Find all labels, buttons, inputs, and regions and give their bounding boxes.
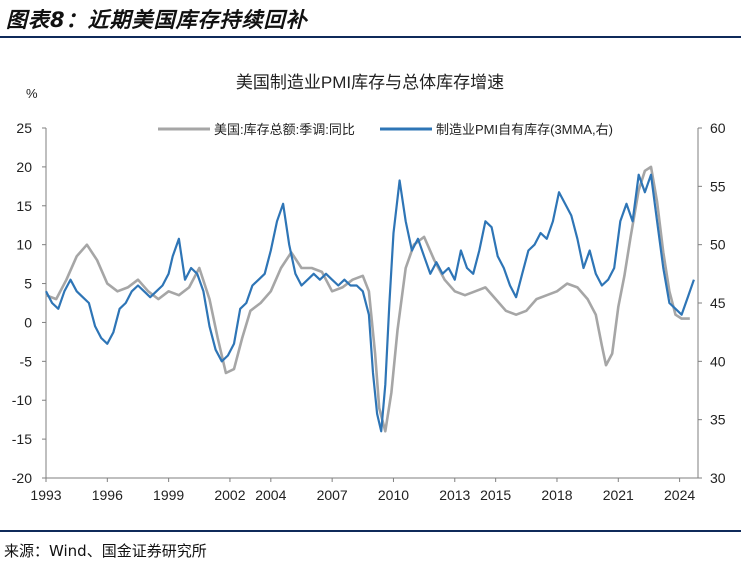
left-y-tick-label: -10	[12, 392, 32, 408]
top-rule	[0, 36, 741, 38]
legend-label-us-inventory: 美国:库存总额:季调:同比	[214, 122, 355, 137]
x-tick-label: 1993	[30, 487, 61, 503]
x-tick-label: 2002	[214, 487, 245, 503]
right-y-tick-label: 35	[710, 412, 726, 428]
legend: 美国:库存总额:季调:同比 制造业PMI自有库存(3MMA,右)	[158, 122, 613, 137]
right-y-tick-label: 55	[710, 178, 726, 194]
source-note: 来源：Wind、国金证券研究所	[4, 542, 207, 560]
axes-layer: -20 -15 -10 -5 0 5 10 15 20 25 30 35 40 45 50 55 60 1993 1…	[12, 120, 726, 503]
right-y-tick-label: 50	[710, 237, 726, 253]
x-tick-label: 2024	[664, 487, 695, 503]
x-tick-label: 2015	[480, 487, 511, 503]
x-tick-label: 1999	[153, 487, 184, 503]
y-axis-unit-label: %	[26, 86, 38, 101]
left-y-tick-label: 0	[24, 314, 32, 330]
right-y-tick-label: 40	[710, 353, 726, 369]
left-y-tick-label: 25	[16, 120, 32, 136]
right-y-tick-label: 60	[710, 120, 726, 136]
figure-label: 图表8：近期美国库存持续回补	[6, 8, 308, 32]
left-y-tick-label: -20	[12, 470, 32, 486]
x-tick-label: 2013	[439, 487, 470, 503]
series-us-inventory-line	[45, 165, 690, 433]
series-pmi-inventory-line	[45, 173, 695, 433]
x-tick-label: 2004	[255, 487, 286, 503]
chart-title: 美国制造业PMI库存与总体库存增速	[236, 73, 504, 92]
x-tick-label: 2018	[541, 487, 572, 503]
x-tick-label: 2021	[603, 487, 634, 503]
left-y-tick-label: 20	[16, 159, 32, 175]
legend-label-pmi-inventory: 制造业PMI自有库存(3MMA,右)	[436, 122, 613, 137]
left-y-tick-label: -5	[20, 353, 33, 369]
left-y-tick-label: 5	[24, 276, 32, 292]
x-tick-label: 2010	[378, 487, 409, 503]
right-y-tick-label: 45	[710, 295, 726, 311]
chart: 美国制造业PMI库存与总体库存增速 % -20-15-10-5051015202…	[12, 73, 726, 503]
x-tick-label: 1996	[92, 487, 123, 503]
x-tick-label: 2007	[317, 487, 348, 503]
left-y-tick-label: 15	[16, 198, 32, 214]
right-y-tick-label: 30	[710, 470, 726, 486]
bottom-rule	[0, 530, 741, 532]
left-y-tick-label: 10	[16, 237, 32, 253]
series-layer	[45, 165, 695, 433]
left-y-tick-label: -15	[12, 431, 32, 447]
